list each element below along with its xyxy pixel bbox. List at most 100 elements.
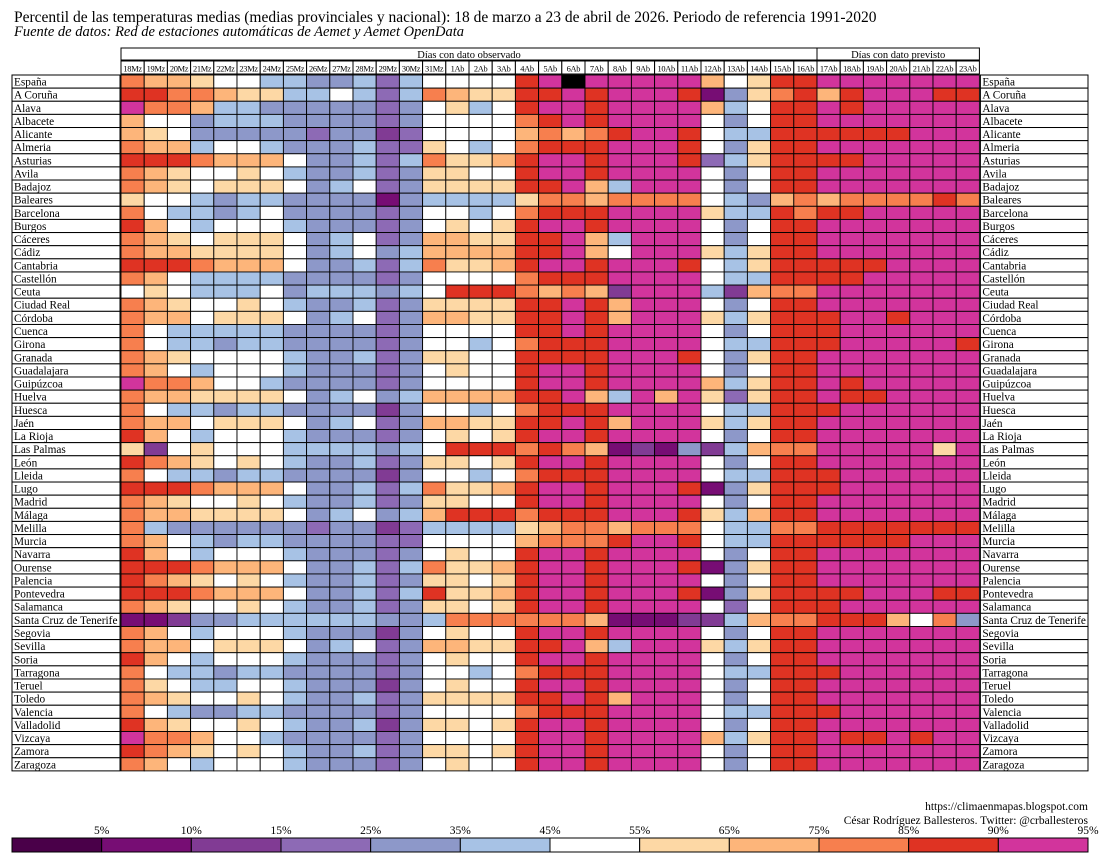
heatmap-cell xyxy=(445,284,470,299)
heatmap-cell xyxy=(190,376,215,391)
row-label-left: Palencia xyxy=(14,575,52,587)
heatmap-cell xyxy=(120,258,145,273)
heatmap-cell xyxy=(213,166,238,181)
heatmap-cell xyxy=(538,87,563,102)
heatmap-cell xyxy=(955,455,980,470)
heatmap-cell xyxy=(236,192,261,207)
heatmap-cell xyxy=(143,127,168,142)
heatmap-cell xyxy=(932,468,957,483)
heatmap-cell xyxy=(445,665,470,680)
heatmap-cell xyxy=(886,310,911,325)
heatmap-cell xyxy=(955,442,980,457)
heatmap-cell xyxy=(422,271,447,286)
credits-blog[interactable]: https://climaenmapas.blogspot.com xyxy=(925,801,1088,813)
heatmap-cell xyxy=(630,599,656,614)
heatmap-cell xyxy=(190,179,215,194)
heatmap-cell xyxy=(213,494,238,509)
heatmap-cell xyxy=(166,245,192,260)
heatmap-cell xyxy=(630,639,656,654)
day-header-cell xyxy=(955,60,980,75)
heatmap-cell xyxy=(329,179,354,194)
heatmap-cell xyxy=(700,337,725,352)
heatmap-cell xyxy=(677,757,702,772)
heatmap-cell xyxy=(955,704,980,719)
day-label: 16Ab xyxy=(797,65,815,74)
heatmap-cell xyxy=(793,284,818,299)
heatmap-cell xyxy=(514,100,540,115)
heatmap-cell xyxy=(282,652,308,667)
heatmap-cell xyxy=(700,547,725,562)
heatmap-cell xyxy=(468,626,493,641)
heatmap-cell xyxy=(190,652,215,667)
heatmap-cell xyxy=(886,324,911,339)
heatmap-cell xyxy=(909,218,934,234)
heatmap-cell xyxy=(677,245,702,260)
heatmap-cell xyxy=(700,271,725,286)
heatmap-cell xyxy=(816,639,841,654)
heatmap-cell xyxy=(213,100,238,115)
heatmap-cell xyxy=(166,284,192,299)
heatmap-cell xyxy=(932,547,957,562)
heatmap-cell xyxy=(306,573,331,588)
heatmap-cell xyxy=(514,153,540,168)
heatmap-cell xyxy=(909,731,934,746)
heatmap-cell xyxy=(770,757,795,772)
heatmap-cell xyxy=(306,245,331,260)
heatmap-cell xyxy=(352,652,377,667)
heatmap-cell xyxy=(677,402,702,417)
heatmap-cell xyxy=(839,573,864,588)
heatmap-cell xyxy=(746,455,772,470)
heatmap-cell xyxy=(398,127,424,142)
heatmap-cell xyxy=(538,258,563,273)
heatmap-cell xyxy=(955,429,980,444)
heatmap-cell xyxy=(491,599,516,614)
heatmap-cell xyxy=(468,337,493,352)
heatmap-cell xyxy=(259,258,284,273)
heatmap-cell xyxy=(538,520,563,535)
heatmap-cell xyxy=(909,258,934,273)
heatmap-cell xyxy=(213,218,238,234)
heatmap-cell xyxy=(793,442,818,457)
heatmap-cell xyxy=(445,127,470,142)
heatmap-cell xyxy=(746,442,772,457)
heatmap-cell xyxy=(329,481,354,496)
heatmap-cell xyxy=(793,757,818,772)
heatmap-cell xyxy=(584,389,609,404)
heatmap-cell xyxy=(166,717,192,732)
heatmap-cell xyxy=(607,100,632,115)
heatmap-cell xyxy=(352,218,377,234)
heatmap-cell xyxy=(561,127,586,142)
heatmap-cell xyxy=(677,442,702,457)
heatmap-cell xyxy=(375,639,400,654)
heatmap-cell xyxy=(213,586,238,601)
heatmap-cell xyxy=(654,573,679,588)
heatmap-cell xyxy=(468,586,493,601)
heatmap-cell xyxy=(886,573,911,588)
heatmap-cell xyxy=(422,468,447,483)
heatmap-cell xyxy=(584,153,609,168)
row-label-left: La Rioja xyxy=(14,431,53,443)
heatmap-cell xyxy=(955,376,980,391)
heatmap-cell xyxy=(700,731,725,746)
heatmap-cell xyxy=(514,87,540,102)
heatmap-cell xyxy=(654,468,679,483)
heatmap-cell xyxy=(259,717,284,732)
heatmap-cell xyxy=(514,192,540,207)
heatmap-cell xyxy=(329,113,354,128)
heatmap-cell xyxy=(630,468,656,483)
row-label-right: Ciudad Real xyxy=(982,300,1038,312)
heatmap-cell xyxy=(329,310,354,325)
heatmap-cell xyxy=(723,678,748,693)
heatmap-cell xyxy=(190,731,215,746)
heatmap-cell xyxy=(932,612,957,627)
heatmap-cell xyxy=(166,140,192,155)
heatmap-cell xyxy=(746,284,772,299)
heatmap-cell xyxy=(468,310,493,325)
heatmap-cell xyxy=(700,74,725,89)
heatmap-cell xyxy=(839,350,864,365)
heatmap-cell xyxy=(236,284,261,299)
heatmap-cell xyxy=(282,455,308,470)
heatmap-cell xyxy=(143,691,168,706)
heatmap-cell xyxy=(793,415,818,430)
heatmap-cell xyxy=(862,626,888,641)
